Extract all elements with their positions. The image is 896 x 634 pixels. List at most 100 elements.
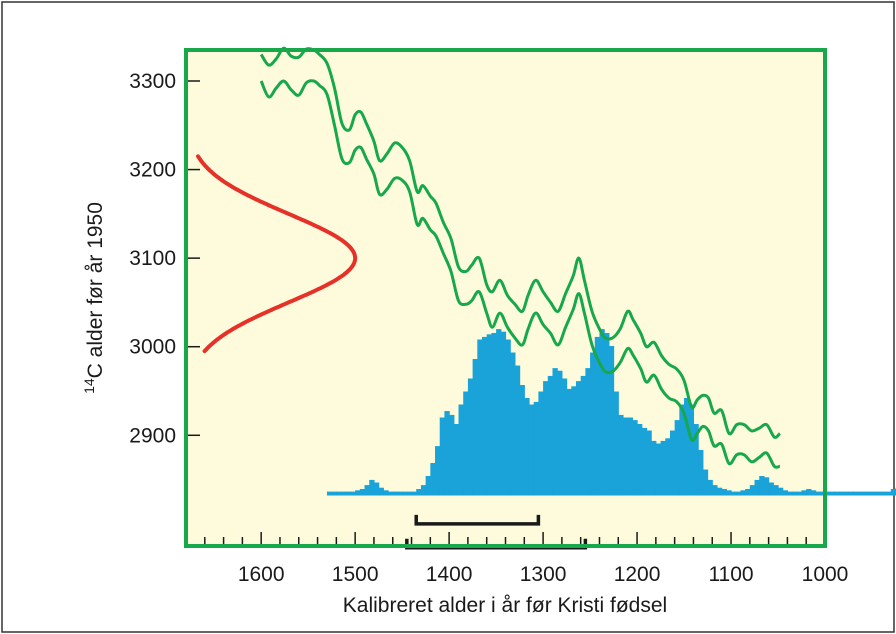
histogram-bar [839,491,845,496]
x-tick-label: 1600 [238,563,285,586]
x-tick-label: 1200 [614,563,661,586]
histogram-bar [420,485,427,496]
histogram-bar [848,491,854,496]
histogram-bar [359,489,366,496]
histogram-bar [425,476,431,496]
histogram-bar [585,368,591,496]
histogram-bar [491,333,497,496]
histogram-bar [336,491,342,496]
measurement-curve [196,154,358,354]
histogram-bar [655,443,662,496]
histogram-bar [505,339,511,496]
histogram-bar [834,491,840,496]
histogram-bar [843,491,850,496]
histogram-bar [637,424,643,496]
histogram-bar [444,411,450,496]
histogram-bar [862,491,868,496]
tick-labels: 1600 1500 1400 1300 1200 1100 1000 2900 3000 3100… [129,70,848,586]
x-tick-label: 1500 [332,563,379,586]
histogram-bar [665,438,671,496]
histogram-bar [528,404,535,496]
range-bar [414,514,541,526]
histogram-bar [500,331,507,496]
y-tick-label: 3300 [129,70,176,93]
histogram-bar [435,446,441,496]
histogram-bar [594,336,601,496]
histogram-bar [575,381,582,496]
histogram-bar [815,491,821,496]
histogram-bar [763,477,770,496]
histogram-bar [881,491,887,496]
histogram-bar [402,491,408,496]
histogram-bar [801,490,807,496]
histogram-bar [331,491,337,496]
histogram-bar [806,489,812,496]
x-axis-title: Kalibreret alder i år før Kristi fødsel [343,594,667,617]
histogram-bar [477,339,483,496]
histogram-bar [825,491,831,496]
histogram-bar [749,485,756,496]
histogram-bar [871,491,878,496]
x-tick-label: 1300 [520,563,567,586]
histogram-bar [463,391,469,496]
histogram-bar [632,420,638,496]
histogram-bar [439,417,446,496]
y-tick-label: 3100 [129,247,176,270]
histogram-bar [646,430,652,496]
histogram-bar [345,491,352,496]
histogram-bar [449,414,455,496]
histogram-bar [745,489,751,496]
x-tick-label: 1000 [802,563,849,586]
histogram-bar [651,440,657,496]
histogram-bar [519,385,525,496]
histogram-bar [796,491,803,496]
y-axis-title-text: C alder før år 1950 [84,202,107,378]
histogram-bar [688,404,695,496]
histogram-bar [590,352,596,496]
histogram-bar [369,479,375,496]
histogram-bar [660,440,666,496]
y-axis-title: 14C alder før år 1950 [81,202,107,394]
histogram-bar [684,398,690,496]
histogram-bar [641,427,648,496]
histogram-bar [496,329,502,496]
calibration-lower-line [259,79,781,469]
histogram-bar [669,430,676,496]
histogram-bar [867,491,873,496]
histogram-bar [622,417,629,496]
y-tick-label: 2900 [129,424,176,447]
histogram-bar [364,485,370,496]
histogram-bar [679,404,685,496]
histogram-bar [355,490,361,496]
plot-frame [184,48,827,548]
histogram-bar [698,450,704,496]
measurement-distribution [196,154,358,354]
histogram-bar [890,489,896,496]
histogram-bar [876,491,882,496]
histogram-bar [782,490,789,496]
histogram-bar [857,491,864,496]
calibration-curve [259,46,781,469]
histogram-bar [726,490,732,496]
histogram-bar [411,491,417,496]
histogram-bar [524,398,530,496]
histogram-bar [674,420,680,496]
histogram-bar [373,482,380,496]
histogram-bar [467,378,474,496]
histogram-bar [580,375,586,496]
histogram-bar [458,404,464,496]
histogram-bar [754,479,760,496]
histogram-bar [566,388,572,496]
histogram-bar [853,491,859,496]
histogram-bar [735,491,742,496]
histogram-bar [613,391,619,496]
histogram-bar [552,368,558,496]
y-tick-label: 3200 [129,159,176,182]
histogram-bar [759,476,765,496]
histogram-bar [514,365,521,496]
histogram-bar [608,346,615,496]
histogram-bar [388,491,394,496]
histogram-bar [538,391,544,496]
histogram-bar [716,487,723,496]
histogram-bar [561,378,568,496]
